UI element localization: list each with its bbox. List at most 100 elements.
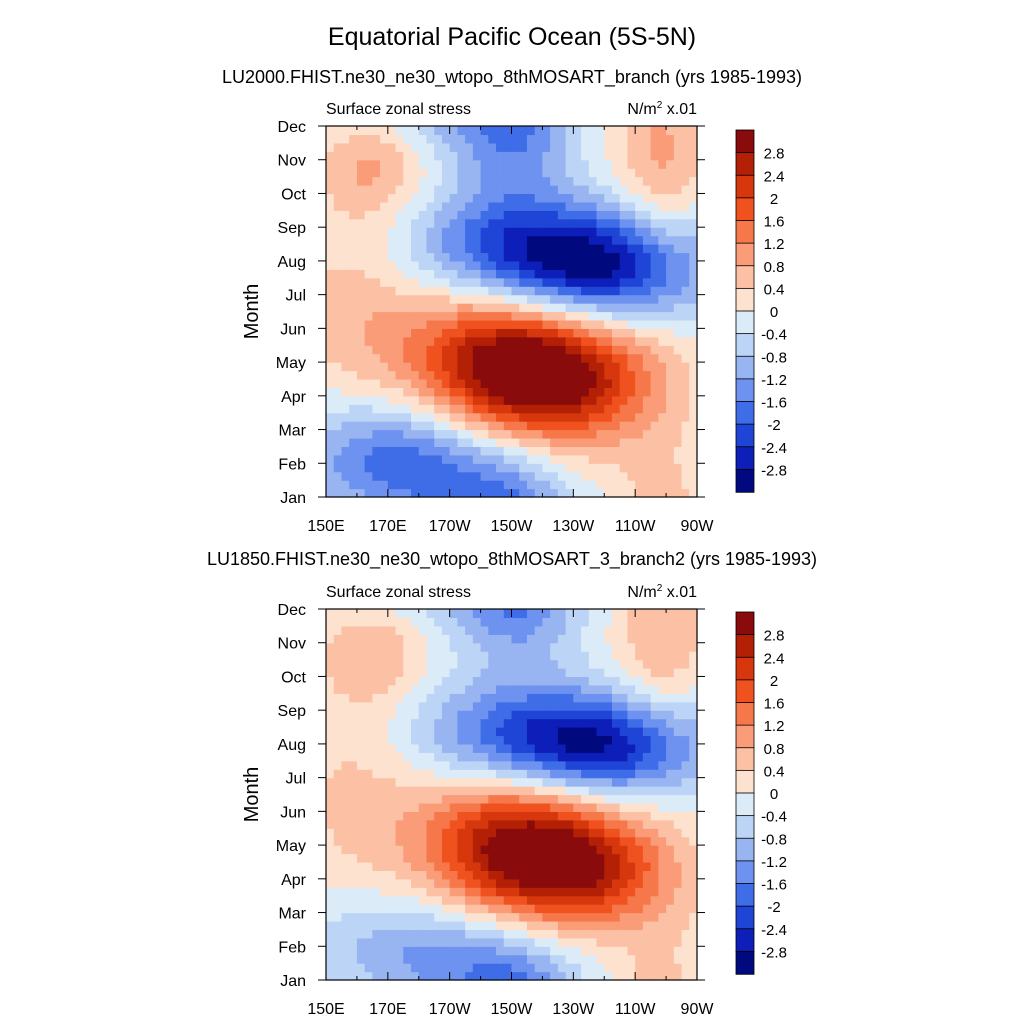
field-cell [426, 227, 435, 237]
field-cell [519, 480, 528, 490]
field-cell [488, 463, 497, 473]
field-cell [596, 168, 605, 178]
field-cell [588, 920, 598, 931]
field-cell [387, 412, 397, 422]
field-cell [434, 463, 443, 473]
field-cell [333, 819, 343, 829]
field-cell [380, 227, 389, 237]
field-cell [395, 235, 404, 245]
field-cell [341, 353, 350, 363]
field-cell [364, 912, 373, 922]
field-cell [689, 252, 698, 262]
field-cell [449, 336, 458, 346]
field-cell [588, 404, 598, 414]
field-cell [511, 437, 520, 448]
field-cell [550, 870, 559, 880]
field-cell [472, 954, 482, 964]
field-cell [534, 878, 544, 888]
field-cell [666, 811, 675, 821]
field-cell [573, 286, 582, 296]
field-cell [364, 870, 373, 880]
field-cell [449, 617, 458, 627]
field-cell [426, 963, 435, 973]
field-cell [349, 311, 358, 321]
field-cell [426, 193, 435, 203]
field-cell [681, 286, 690, 296]
field-cell [441, 786, 451, 796]
field-cell [380, 769, 389, 779]
field-cell [689, 802, 698, 812]
field-cell [434, 887, 443, 897]
field-cell [488, 429, 497, 439]
field-cell [341, 802, 350, 812]
field-cell [596, 609, 605, 619]
field-cell [449, 845, 458, 855]
field-cell [426, 870, 435, 880]
field-cell [326, 319, 335, 329]
field-cell [372, 819, 381, 829]
y-tick-label: Sep [278, 703, 307, 720]
field-cell [496, 201, 505, 211]
field-cell [596, 387, 605, 397]
field-cell [681, 786, 690, 796]
field-cell [465, 488, 474, 498]
field-cell [658, 752, 667, 762]
field-cell [581, 370, 590, 380]
field-cell [642, 963, 652, 973]
field-cell [457, 142, 466, 152]
field-cell [364, 252, 373, 262]
field-cell [673, 210, 683, 220]
field-cell [434, 828, 443, 838]
field-cell [673, 887, 683, 897]
field-cell [681, 404, 690, 414]
field-cell [480, 185, 489, 195]
field-cell [650, 912, 659, 922]
field-cell [326, 362, 335, 372]
field-cell [449, 642, 458, 652]
field-cell [364, 277, 373, 287]
field-cell [611, 625, 621, 635]
field-cell [650, 794, 659, 804]
field-cell [619, 701, 629, 711]
field-cell [642, 201, 652, 211]
field-cell [650, 668, 659, 678]
field-cell [434, 929, 443, 939]
field-cell [434, 954, 443, 964]
field-cell [557, 446, 567, 456]
field-cell [372, 937, 381, 947]
field-cell [588, 311, 598, 321]
field-cell [333, 668, 343, 678]
field-cell [441, 668, 451, 678]
field-cell [418, 769, 428, 779]
field-cell [542, 853, 551, 863]
field-cell [380, 946, 389, 956]
field-cell [426, 421, 435, 431]
field-cell [341, 870, 350, 880]
field-cell [488, 328, 497, 338]
field-cell [534, 887, 544, 897]
colorbar-label: 0.4 [764, 281, 785, 298]
field-cell [557, 963, 567, 973]
field-cell [496, 904, 505, 914]
field-cell [650, 786, 659, 796]
field-cell [326, 895, 335, 905]
field-cell [488, 701, 497, 711]
field-cell [426, 235, 435, 245]
field-cell [619, 269, 629, 279]
field-cell [411, 446, 420, 456]
field-cell [426, 760, 435, 770]
field-cell [550, 929, 559, 939]
field-cell [565, 235, 574, 245]
field-cell [387, 625, 397, 635]
field-cell [557, 319, 567, 329]
field-cell [326, 802, 335, 812]
field-cell [503, 176, 513, 186]
field-cell [604, 126, 613, 136]
field-cell [380, 362, 389, 372]
field-cell [534, 218, 544, 228]
field-cell [619, 760, 629, 770]
field-cell [395, 828, 404, 838]
field-cell [565, 609, 574, 619]
field-cell [581, 676, 590, 686]
field-cell [472, 244, 482, 254]
